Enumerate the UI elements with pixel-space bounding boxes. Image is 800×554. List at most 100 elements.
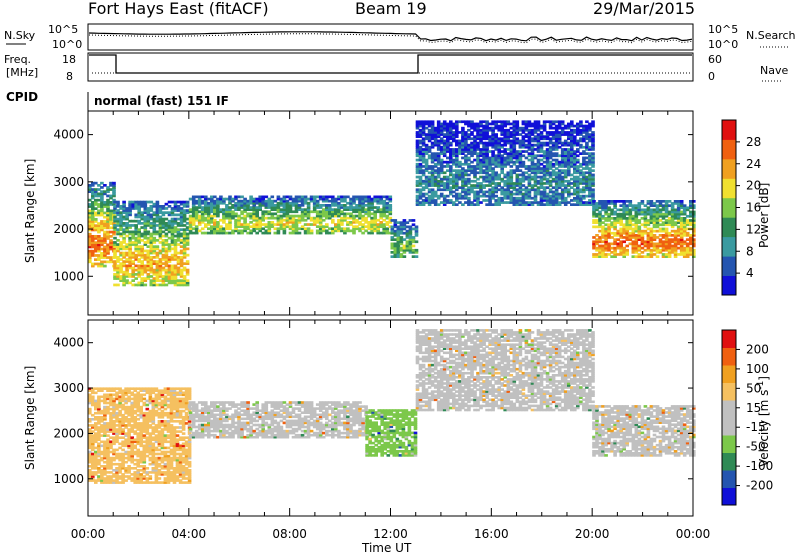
power-cell [676,208,681,212]
power-cell [122,262,126,265]
power-cell [119,243,123,246]
power-cell [588,203,592,206]
power-cell [267,212,272,216]
power-cell [225,210,229,214]
power-cell [140,217,144,221]
velocity-cell [127,475,131,478]
power-cell [479,194,483,198]
power-cell [667,253,672,256]
power-cell [542,196,547,200]
power-cell [167,200,172,204]
power-cell [521,135,526,138]
power-cell [315,225,320,228]
power-cell [131,275,135,278]
power-cell [119,268,123,272]
power-cell [658,208,663,212]
power-cell [352,221,356,224]
velocity-cell [91,471,95,474]
power-cell [582,186,586,189]
power-cell [300,227,305,231]
velocity-cell [124,456,128,460]
power-cell [582,128,586,132]
power-cell [415,122,420,126]
power-cell [100,262,104,266]
power-cell [530,148,535,151]
power-cell [661,223,666,227]
noise-left-tick-top: 10^5 [48,23,78,36]
power-cell [676,204,681,207]
power-cell [167,219,172,223]
power-cell [204,218,208,222]
power-cell [418,150,423,153]
velocity-cell [100,477,104,480]
power-cell [625,234,629,237]
power-cell [503,184,507,187]
power-cell [388,208,393,211]
power-cell [576,148,580,151]
power-cell [222,208,226,211]
freq-right-tick-top: 60 [708,53,722,66]
power-cell [554,141,559,145]
power-cell [112,194,116,198]
power-cell [430,194,435,198]
velocity-cell [106,389,110,392]
power-cell [88,186,92,189]
power-cell [588,188,592,192]
power-cell [103,264,107,268]
power-cell [661,208,666,212]
power-cell [673,240,678,244]
power-cell [219,225,223,228]
power-cell [427,177,432,181]
power-cell [152,236,157,240]
power-cell [364,212,368,216]
power-cell [106,190,110,193]
power-cell [521,128,526,132]
power-cell [385,208,390,211]
power-cell [228,199,232,203]
velocity-cell [88,456,92,460]
power-cell [112,209,116,213]
power-cell [643,231,648,235]
power-cell [601,204,605,207]
power-cell [458,150,462,153]
power-cell [533,175,538,179]
power-cell [119,215,123,219]
power-cell [655,236,660,239]
velocity-cell [97,387,101,390]
power-cell [533,173,538,177]
power-cell [116,224,120,227]
power-cell [164,226,169,229]
power-cell [164,211,169,214]
velocity-cell [97,475,101,478]
power-cell [554,152,559,155]
power-cell [249,225,253,228]
power-cell [551,162,556,166]
velocity-cell [109,460,113,464]
power-cell [264,201,269,205]
velocity-cell [115,387,119,390]
power-cell [182,249,187,253]
power-cell [536,150,541,153]
power-cell [109,196,113,200]
power-cell [207,212,211,216]
velocity-cell [106,424,110,427]
power-cell [500,150,504,153]
power-cell [563,156,568,160]
power-cell [670,221,675,224]
power-cell [458,162,462,166]
power-cell [576,194,580,198]
power-cell [676,238,681,241]
power-cell [539,186,544,189]
power-cell [689,253,693,256]
power-cell [294,221,299,224]
power-cell [673,248,678,252]
velocity-cell [127,471,131,474]
power-cell [622,251,626,254]
power-cell [497,120,501,124]
power-cell [582,160,586,164]
power-cell [100,209,104,213]
power-cell [467,192,471,196]
power-cell [373,221,377,224]
power-cell [692,248,696,252]
power-cell [137,215,141,219]
